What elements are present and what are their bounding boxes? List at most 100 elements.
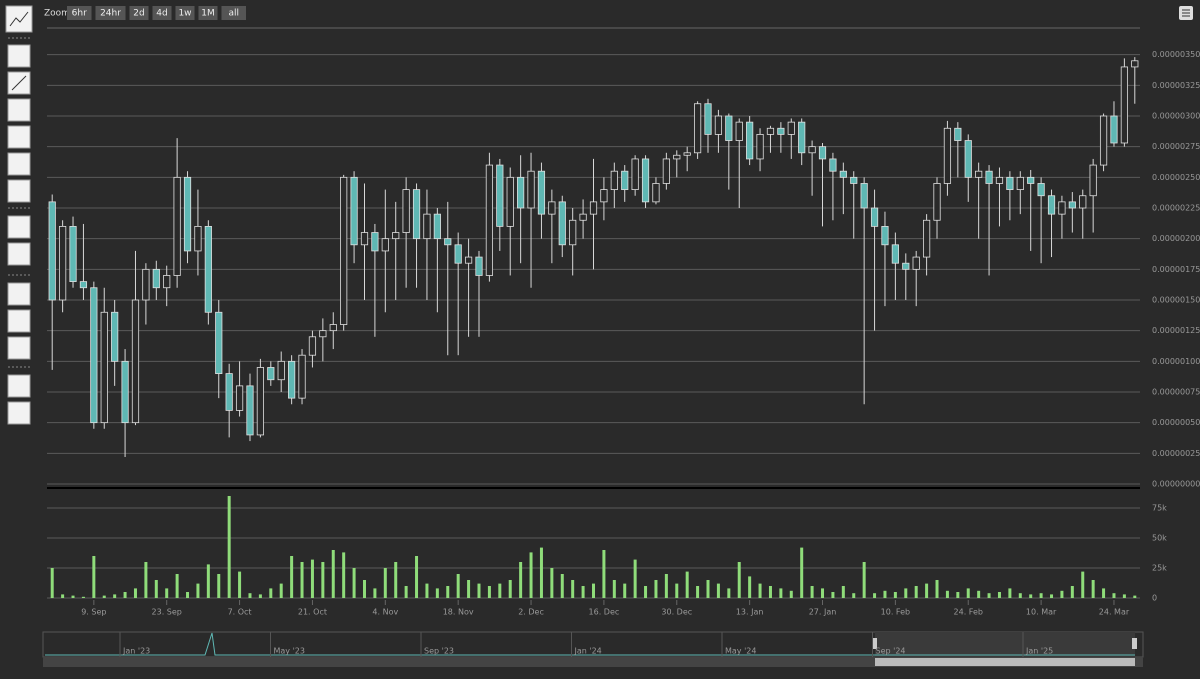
candle-body (48, 201, 56, 301)
candle-body (787, 121, 795, 135)
candle-body (881, 225, 889, 246)
volume-bar (227, 496, 231, 598)
x-tick-label: 23. Sep (152, 608, 182, 617)
volume-bar (841, 586, 845, 598)
navigator-handle[interactable] (1132, 638, 1137, 649)
tool-measure[interactable] (7, 215, 31, 239)
volume-bar (748, 576, 752, 598)
candle-body (1120, 66, 1128, 144)
candle-body (860, 183, 868, 209)
scrollbar-track[interactable] (43, 657, 1143, 667)
volume-bar (1060, 590, 1064, 598)
zoom-button[interactable] (198, 6, 218, 20)
volume-bar (290, 556, 294, 598)
tool-text[interactable] (7, 44, 31, 68)
volume-bar (768, 586, 772, 598)
tool-fullscreen[interactable] (7, 309, 31, 333)
navigator-label: May '24 (725, 647, 756, 656)
volume-bar (893, 592, 897, 598)
navigator-label: Sep '24 (876, 647, 906, 656)
candle-body (392, 232, 400, 240)
tool-chart[interactable] (5, 5, 33, 33)
tool-crosshair[interactable] (7, 125, 31, 149)
volume-bar (810, 586, 814, 598)
zoom-button[interactable] (221, 6, 247, 20)
volume-bar (716, 583, 720, 598)
scrollbar-thumb[interactable] (875, 658, 1135, 666)
candle-body (808, 146, 816, 154)
candle-body (558, 201, 566, 246)
candle-body (652, 183, 660, 203)
candle-body (1110, 115, 1118, 144)
volume-bar (1112, 593, 1116, 598)
candle-body (267, 367, 275, 381)
volume-bar (456, 574, 460, 598)
candle-body (1089, 164, 1097, 197)
tool-save[interactable] (7, 401, 31, 425)
volume-bar (477, 583, 481, 598)
tool-indicators[interactable] (7, 336, 31, 360)
navigator (42, 631, 1144, 667)
volume-bar (914, 586, 918, 598)
zoom-button[interactable] (67, 6, 92, 20)
candle-body (506, 176, 514, 227)
candle-body (464, 256, 473, 264)
candle-body (527, 170, 535, 209)
candle-body (412, 189, 421, 240)
y-tick-label: 0.00000200 (1152, 234, 1200, 243)
candle-body (673, 154, 681, 160)
volume-bar (113, 594, 117, 598)
zoom-button[interactable] (95, 6, 126, 20)
zoom-button[interactable] (129, 6, 149, 20)
tool-hide[interactable] (7, 179, 31, 203)
volume-bar (258, 594, 262, 598)
tool-flag[interactable] (7, 242, 31, 266)
volume-bar (175, 574, 179, 598)
y-tick-label: 0.00000150 (1152, 296, 1200, 305)
candle-body (964, 140, 972, 178)
navigator-selection[interactable] (875, 632, 1135, 657)
candle-body (100, 311, 108, 424)
candle-body (891, 244, 899, 264)
tool-fibonacci[interactable] (7, 152, 31, 176)
y-tick-label: 0.00000125 (1152, 326, 1200, 335)
zoom-button[interactable] (152, 6, 172, 20)
volume-bar (508, 580, 512, 598)
candle-body (69, 225, 77, 282)
tool-zoom[interactable] (7, 282, 31, 306)
volume-bar (925, 583, 929, 598)
volume-bar (206, 564, 210, 598)
candle-body (548, 201, 556, 215)
x-tick-label: 7. Oct (228, 608, 252, 617)
volume-bar (238, 571, 242, 598)
navigator-label: May '23 (274, 647, 305, 656)
candle-body (225, 373, 233, 411)
y-tick-label: 0.00000250 (1152, 173, 1200, 182)
tool-pitchfork[interactable] (7, 98, 31, 122)
candle-body (829, 158, 837, 172)
volume-bar (1133, 595, 1137, 598)
x-tick-label: 9. Sep (81, 608, 106, 617)
navigator-handle[interactable] (872, 638, 877, 649)
candle-body (995, 176, 1004, 184)
volume-bar (623, 583, 627, 598)
candle-body (1099, 115, 1108, 166)
volume-bar (352, 568, 356, 598)
menu-button[interactable] (1179, 6, 1193, 20)
volume-bar (362, 580, 366, 598)
candle-body (818, 146, 827, 160)
candle-body (923, 219, 931, 258)
zoom-button-label: all (228, 9, 239, 19)
candle-body (204, 225, 212, 313)
icon (9, 11, 29, 27)
x-tick-label: 10. Mar (1026, 608, 1057, 617)
tool-price[interactable] (7, 374, 31, 398)
volume-bar (519, 562, 523, 598)
x-tick-label: 10. Feb (881, 608, 910, 617)
candle-body (693, 103, 702, 154)
zoom-button[interactable] (175, 6, 195, 20)
volume-bar (581, 586, 585, 598)
volume-bar (425, 583, 429, 598)
navigator-label: Jan '24 (574, 647, 602, 656)
x-tick-label: 24. Mar (1099, 608, 1130, 617)
